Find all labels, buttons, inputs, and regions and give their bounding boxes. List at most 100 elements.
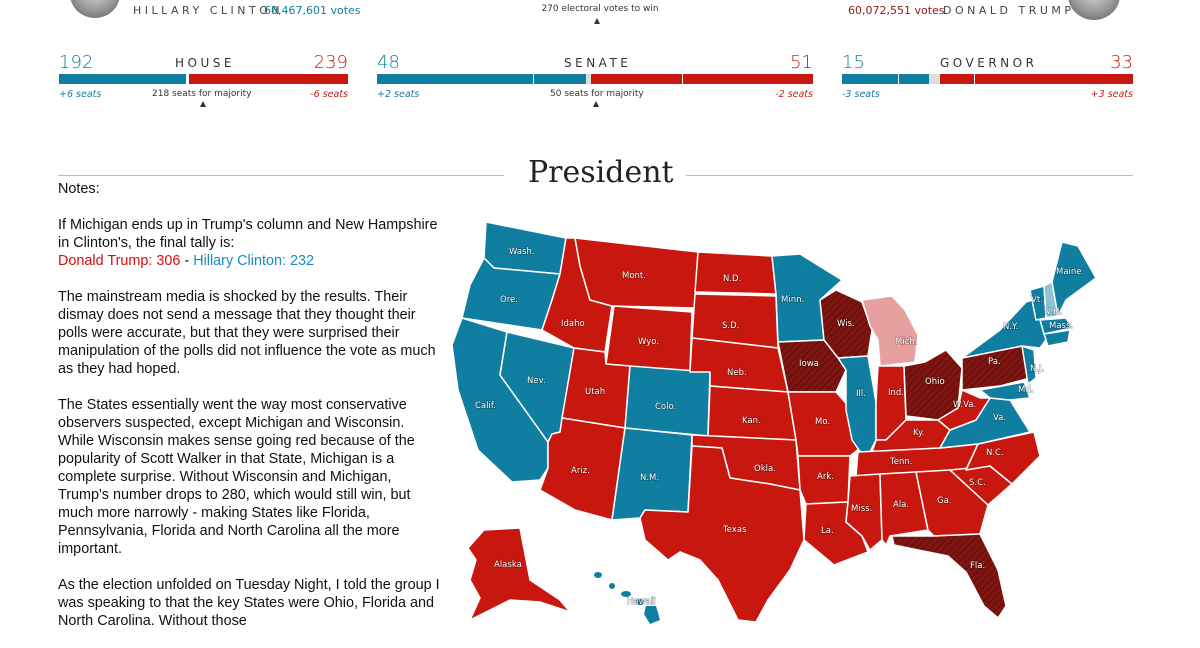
state-md[interactable] <box>979 381 1031 401</box>
governor-dem-won <box>899 74 929 84</box>
label-tx: Texas <box>722 525 747 535</box>
label-nv: Nev. <box>527 376 546 386</box>
label-ma: Mass. <box>1049 321 1073 331</box>
governor-rep-count: 33 <box>1110 52 1133 73</box>
senate-majority-marker-icon <box>593 101 599 107</box>
house-rep-change: -6 seats <box>310 89 348 100</box>
state-me[interactable] <box>1051 241 1097 317</box>
label-ak: Alaska <box>494 560 522 570</box>
label-la: La. <box>821 526 834 536</box>
senate-rep-count: 51 <box>790 52 813 73</box>
governor-bar <box>842 74 1133 84</box>
governor-dem-change: -3 seats <box>842 89 880 100</box>
governor-divider-2 <box>974 74 975 84</box>
label-ok: Okla. <box>754 464 776 474</box>
electoral-marker-icon <box>594 18 600 24</box>
label-sc: S.C. <box>969 478 986 488</box>
house-rep-segment <box>189 74 348 84</box>
label-tn: Tenn. <box>889 457 912 467</box>
label-wv: W.Va. <box>953 400 976 410</box>
label-co: Colo. <box>655 402 676 412</box>
label-ut: Utah <box>585 387 605 397</box>
label-pa: Pa. <box>988 357 1001 367</box>
house-majority-marker-icon <box>200 101 206 107</box>
senate-divider-2 <box>682 74 683 84</box>
label-nm: N.M. <box>640 473 659 483</box>
governor-title: GOVERNOR <box>940 56 1038 70</box>
senate-rep-holdover <box>683 74 813 84</box>
senate-rep-change: -2 seats <box>775 89 813 100</box>
us-election-map: Wash. Ore. Calif. Nev. Idaho Mont. Wyo. … <box>451 221 1097 624</box>
state-nj[interactable] <box>1021 345 1037 385</box>
senate-dem-count: 48 <box>377 52 400 73</box>
state-wv[interactable] <box>937 389 991 431</box>
label-ia: Iowa <box>799 359 819 369</box>
senate-dem-won <box>534 74 586 84</box>
label-sd: S.D. <box>722 321 739 331</box>
state-ak[interactable] <box>467 527 571 621</box>
state-mi[interactable] <box>861 295 919 367</box>
governor-undecided <box>929 74 940 84</box>
notes-paragraph-2: The mainstream media is shocked by the r… <box>58 289 436 377</box>
state-ks[interactable] <box>707 385 797 441</box>
house-dem-change: +6 seats <box>59 89 102 100</box>
label-az: Ariz. <box>571 466 590 476</box>
label-oh: Ohio <box>925 377 945 387</box>
tally-clinton: Hillary Clinton: 232 <box>193 253 314 269</box>
house-dem-segment <box>59 74 186 84</box>
label-nh: N.H. <box>1044 307 1062 317</box>
section-rule-right <box>686 175 1133 176</box>
tally-separator: - <box>180 253 194 269</box>
label-vt: Vt. <box>1031 295 1043 305</box>
senate-rep-won <box>591 74 682 84</box>
state-co[interactable] <box>624 365 711 437</box>
label-nc: N.C. <box>986 448 1004 458</box>
label-md: Md. <box>1018 385 1033 395</box>
state-oh[interactable] <box>903 349 963 421</box>
clinton-votes: 60,467,601 votes <box>264 4 361 17</box>
notes-panel: Notes: If Michigan ends up in Trump's co… <box>58 180 443 648</box>
clinton-portrait <box>70 0 120 18</box>
senate-title: SENATE <box>564 56 632 70</box>
house-bar <box>59 74 348 84</box>
governor-race: 15 GOVERNOR 33 -3 seats +3 seats <box>842 52 1133 112</box>
governor-divider <box>898 74 899 84</box>
senate-bar <box>377 74 813 84</box>
state-tx[interactable] <box>639 445 805 623</box>
senate-race: 48 SENATE 51 +2 seats 50 seats for major… <box>377 52 813 112</box>
label-va: Va. <box>993 413 1006 423</box>
label-wi: Wis. <box>837 319 855 329</box>
house-dem-count: 192 <box>59 52 94 73</box>
governor-dem-holdover <box>842 74 898 84</box>
label-mi: Mich. <box>895 337 917 347</box>
notes-paragraph-4: As the election unfolded on Tuesday Nigh… <box>58 577 440 629</box>
label-ky: Ky. <box>913 428 924 438</box>
trump-portrait <box>1068 0 1120 20</box>
label-in: Ind. <box>888 388 904 398</box>
label-mo: Mo. <box>815 417 830 427</box>
label-mt: Mont. <box>622 271 646 281</box>
label-id: Idaho <box>561 319 585 329</box>
label-hi: Hawaii <box>627 597 655 607</box>
label-al: Ala. <box>893 500 909 510</box>
state-nd[interactable] <box>694 251 777 295</box>
electoral-votes-label: 270 electoral votes to win <box>541 4 659 14</box>
state-fl[interactable] <box>891 533 1007 619</box>
label-ca: Calif. <box>475 401 496 411</box>
state-hi[interactable] <box>594 572 660 624</box>
state-ct-ri[interactable] <box>1043 329 1071 347</box>
house-gap <box>186 74 189 84</box>
label-il: Ill. <box>856 389 866 399</box>
label-or: Ore. <box>500 295 518 305</box>
label-ks: Kan. <box>742 416 761 426</box>
trump-votes: 60,072,551 votes <box>848 4 945 17</box>
house-race: 192 HOUSE 239 +6 seats 218 seats for maj… <box>59 52 348 112</box>
state-labels: Wash. Ore. Calif. Nev. Idaho Mont. Wyo. … <box>474 246 1082 607</box>
label-wa: Wash. <box>509 247 535 257</box>
state-ma[interactable] <box>1039 317 1073 335</box>
governor-dem-count: 15 <box>842 52 865 73</box>
notes-p1-text: If Michigan ends up in Trump's column an… <box>58 217 438 251</box>
senate-dem-holdover <box>377 74 533 84</box>
senate-divider <box>533 74 534 84</box>
clinton-name: HILLARY CLINTON <box>133 4 284 17</box>
